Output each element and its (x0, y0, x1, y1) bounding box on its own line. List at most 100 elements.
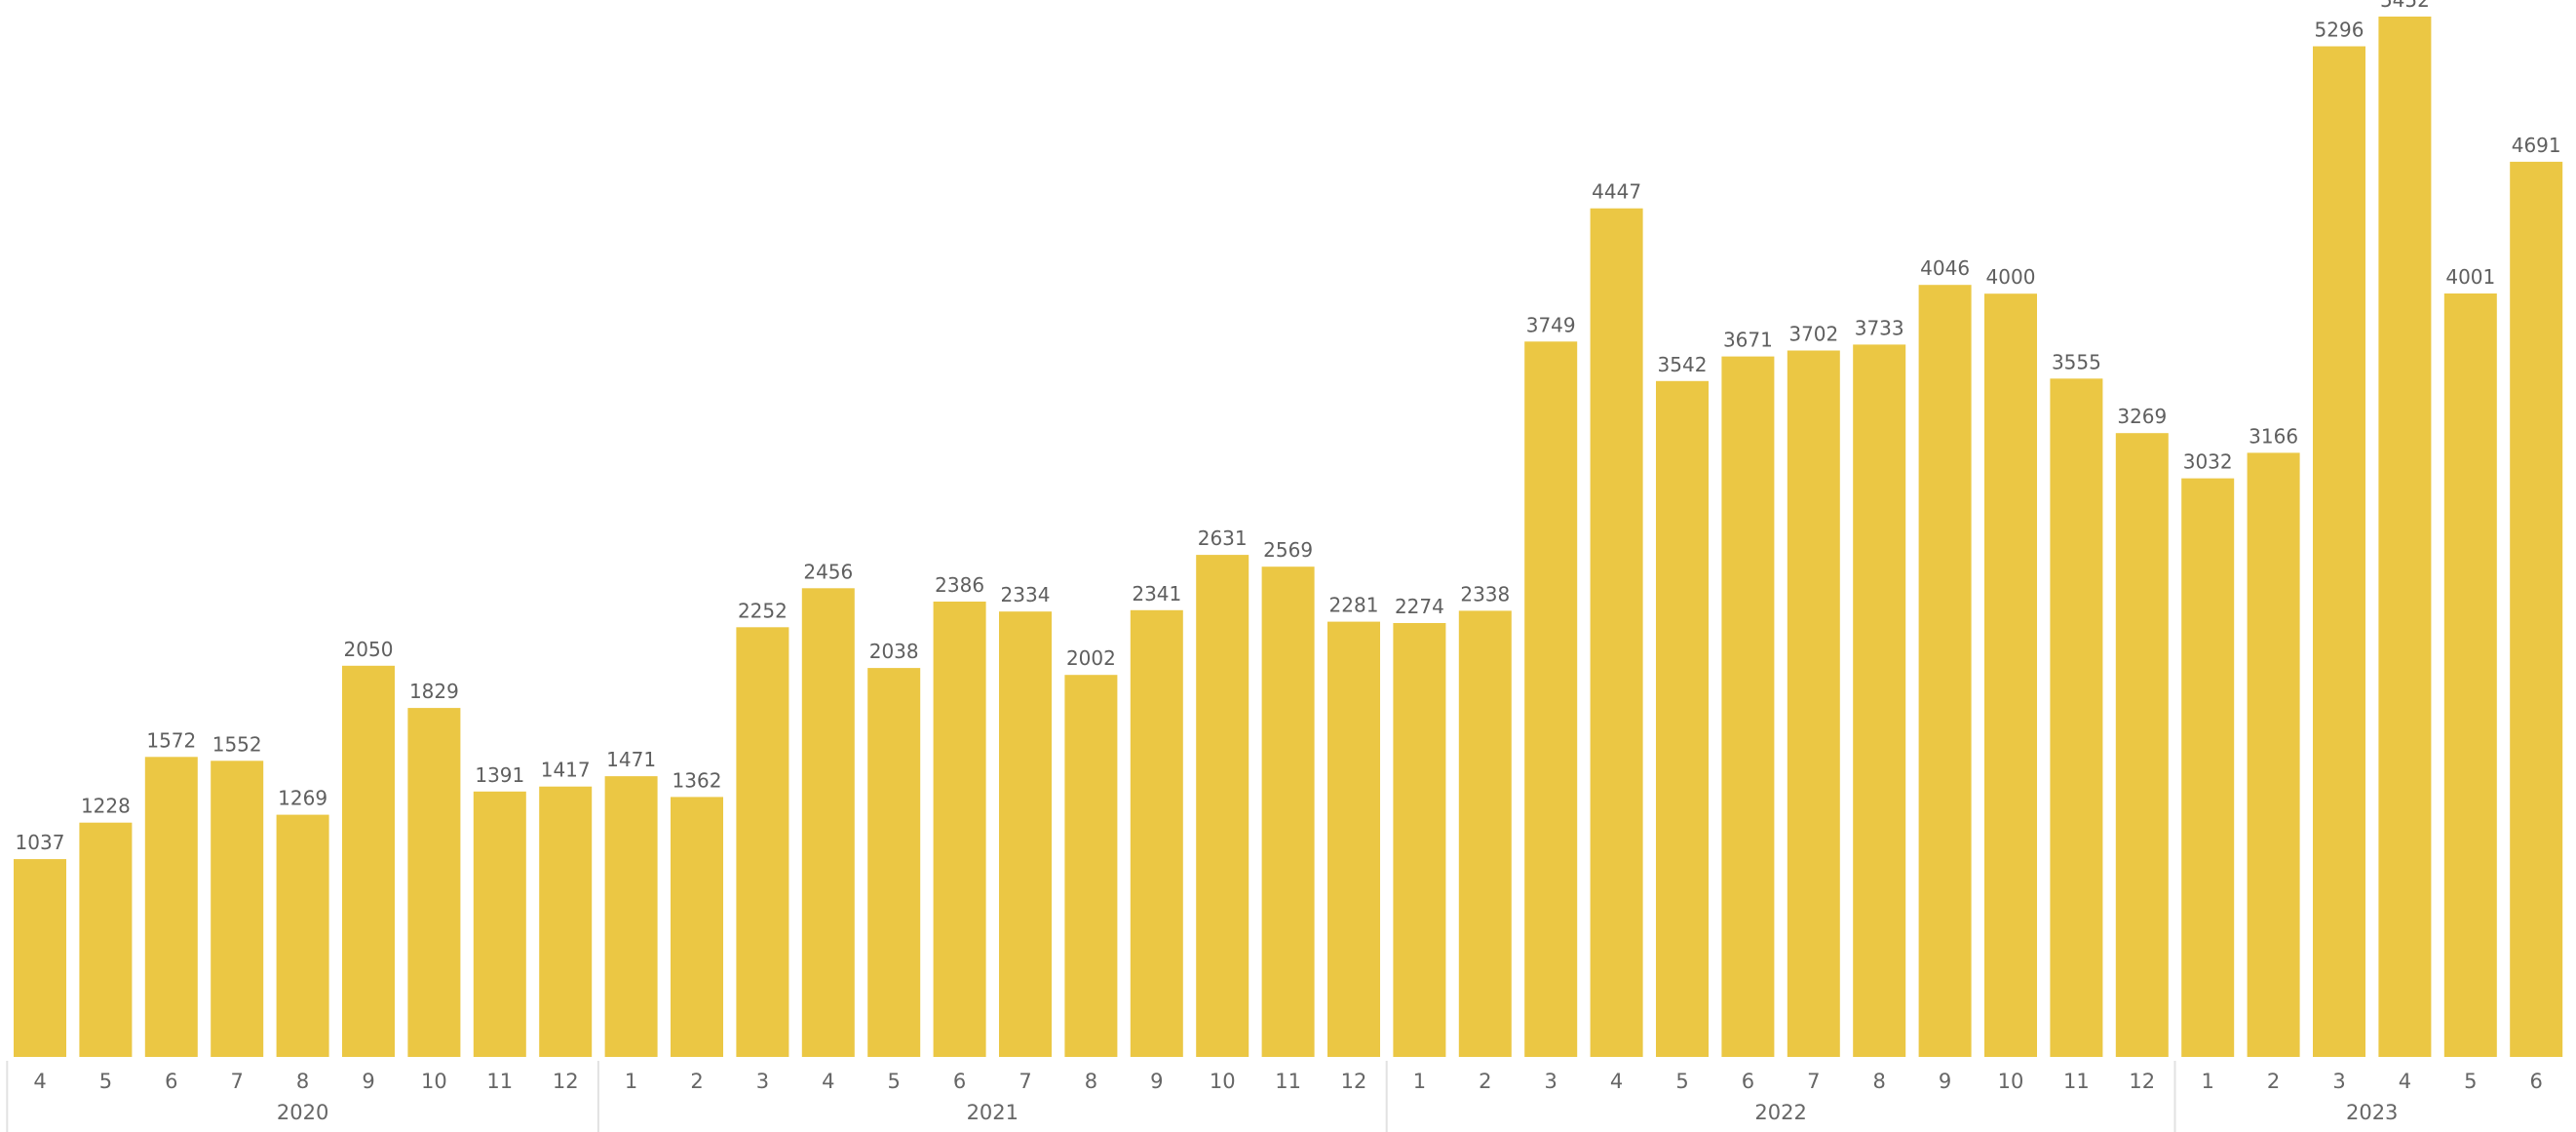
bar-8[interactable] (539, 786, 593, 1057)
bar-23[interactable] (1524, 341, 1578, 1057)
bar-37[interactable] (2443, 293, 2497, 1057)
data-label-36: 5452 (2380, 0, 2430, 12)
bar-1[interactable] (79, 822, 133, 1057)
x-axis: 4 5 6 7 8 9 10 11 12 1 2 3 4 5 6 7 8 9 10 11 12 1 2 3 4 5 6 7 8 9 10 11… (6, 1061, 2543, 1132)
data-label-21: 2274 (1395, 595, 1444, 618)
data-label-30: 4000 (1986, 265, 2036, 289)
month-tick-label: 7 (1019, 1070, 1031, 1093)
data-label-34: 3166 (2249, 424, 2298, 448)
data-label-35: 5296 (2315, 19, 2365, 42)
bar-25[interactable] (1656, 380, 1709, 1057)
bar-14[interactable] (933, 602, 986, 1057)
month-tick-label: 4 (2399, 1070, 2411, 1093)
bar-33[interactable] (2181, 478, 2235, 1058)
month-tick-label: 7 (1807, 1070, 1820, 1093)
bar-19[interactable] (1261, 566, 1315, 1057)
month-tick-label: 9 (362, 1070, 374, 1093)
data-label-18: 2631 (1198, 527, 1248, 550)
data-label-8: 1417 (541, 759, 591, 782)
month-tick-label: 9 (1150, 1070, 1163, 1093)
year-label-2021: 2021 (967, 1101, 1019, 1124)
bar-28[interactable] (1853, 344, 1906, 1057)
month-tick-label: 1 (2202, 1070, 2214, 1093)
bar-22[interactable] (1458, 610, 1512, 1057)
data-label-1: 1228 (81, 795, 131, 818)
month-tick-label: 7 (231, 1070, 244, 1093)
bar-26[interactable] (1721, 356, 1775, 1058)
bar-9[interactable] (604, 776, 658, 1057)
month-tick-label: 2 (1479, 1070, 1491, 1093)
bar-38[interactable] (2510, 161, 2563, 1057)
data-labels-layer: 1037 1228 1572 1552 1269 2050 1829 1391 1417 1471… (16, 0, 2561, 854)
data-label-12: 2456 (803, 560, 853, 583)
month-tick-label: 3 (1545, 1070, 1557, 1093)
data-label-25: 3542 (1658, 353, 1708, 376)
bar-29[interactable] (1918, 285, 1972, 1057)
bar-2[interactable] (144, 757, 198, 1057)
bar-27[interactable] (1787, 350, 1840, 1058)
bar-34[interactable] (2247, 452, 2300, 1057)
month-tick-label: 10 (421, 1070, 447, 1093)
data-label-31: 3555 (2052, 350, 2101, 373)
bar-36[interactable] (2378, 17, 2432, 1057)
year-label-2023: 2023 (2346, 1101, 2398, 1124)
bar-15[interactable] (999, 611, 1052, 1057)
bar-11[interactable] (736, 627, 789, 1057)
month-tick-label: 3 (2332, 1070, 2345, 1093)
bar-35[interactable] (2313, 46, 2365, 1058)
month-tick-label: 11 (1275, 1070, 1301, 1093)
data-label-26: 3671 (1723, 329, 1773, 352)
month-tick-label: 8 (1085, 1070, 1097, 1093)
month-tick-label: 4 (33, 1070, 46, 1093)
data-label-14: 2386 (935, 573, 984, 597)
data-label-19: 2569 (1263, 538, 1313, 562)
data-label-3: 1552 (212, 732, 262, 756)
data-label-15: 2334 (1001, 583, 1051, 606)
data-label-33: 3032 (2183, 450, 2233, 474)
data-label-0: 1037 (16, 831, 65, 854)
data-label-16: 2002 (1066, 646, 1116, 670)
month-tick-label: 6 (165, 1070, 177, 1093)
data-label-7: 1391 (475, 763, 524, 787)
bar-18[interactable] (1196, 555, 1250, 1057)
bar-13[interactable] (867, 668, 921, 1057)
data-label-22: 2338 (1460, 582, 1510, 605)
month-tick-label: 4 (1610, 1070, 1623, 1093)
bar-4[interactable] (276, 814, 329, 1057)
bar-20[interactable] (1327, 621, 1380, 1057)
month-tick-label: 3 (756, 1070, 769, 1093)
bar-12[interactable] (801, 588, 855, 1057)
bar-3[interactable] (211, 761, 264, 1057)
data-label-10: 1362 (673, 768, 722, 792)
bar-0[interactable] (14, 859, 66, 1057)
month-tick-label: 4 (822, 1070, 834, 1093)
bar-21[interactable] (1393, 623, 1446, 1057)
bar-7[interactable] (473, 791, 526, 1057)
data-label-6: 1829 (409, 680, 459, 703)
month-tick-label: 1 (625, 1070, 637, 1093)
bar-10[interactable] (671, 797, 723, 1057)
month-tick-label: 6 (1742, 1070, 1754, 1093)
bars-layer (14, 17, 2563, 1058)
year-label-2020: 2020 (277, 1101, 328, 1124)
month-tick-label: 5 (2464, 1070, 2477, 1093)
month-tick-label: 11 (2063, 1070, 2090, 1093)
year-label-2022: 2022 (1754, 1101, 1806, 1124)
bar-30[interactable] (1984, 293, 2037, 1057)
bar-31[interactable] (2050, 378, 2103, 1057)
bar-16[interactable] (1064, 675, 1118, 1057)
month-tick-label: 5 (888, 1070, 901, 1093)
data-label-4: 1269 (278, 787, 327, 810)
data-label-23: 3749 (1526, 313, 1576, 336)
bar-5[interactable] (342, 665, 395, 1057)
month-tick-label: 10 (1210, 1070, 1236, 1093)
bar-32[interactable] (2115, 433, 2169, 1057)
data-label-24: 4447 (1592, 180, 1641, 204)
bar-17[interactable] (1130, 609, 1183, 1057)
data-label-11: 2252 (738, 599, 788, 622)
bar-6[interactable] (407, 708, 461, 1057)
data-label-27: 3702 (1788, 323, 1838, 346)
month-tick-label: 8 (1873, 1070, 1886, 1093)
bar-24[interactable] (1590, 208, 1643, 1057)
month-tick-label: 2 (690, 1070, 703, 1093)
